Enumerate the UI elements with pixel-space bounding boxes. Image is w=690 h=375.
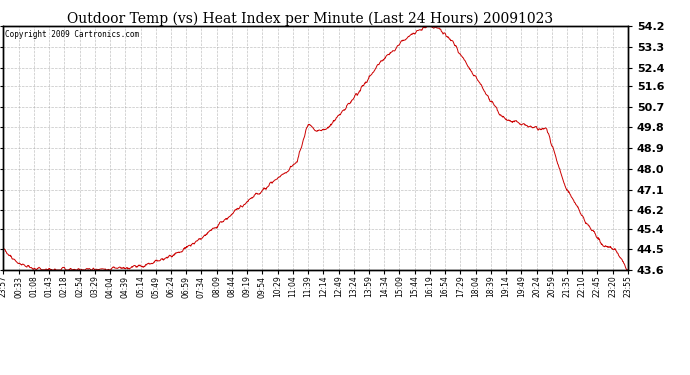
Text: Copyright 2009 Cartronics.com: Copyright 2009 Cartronics.com — [5, 30, 139, 39]
Text: Outdoor Temp (vs) Heat Index per Minute (Last 24 Hours) 20091023: Outdoor Temp (vs) Heat Index per Minute … — [68, 11, 553, 26]
